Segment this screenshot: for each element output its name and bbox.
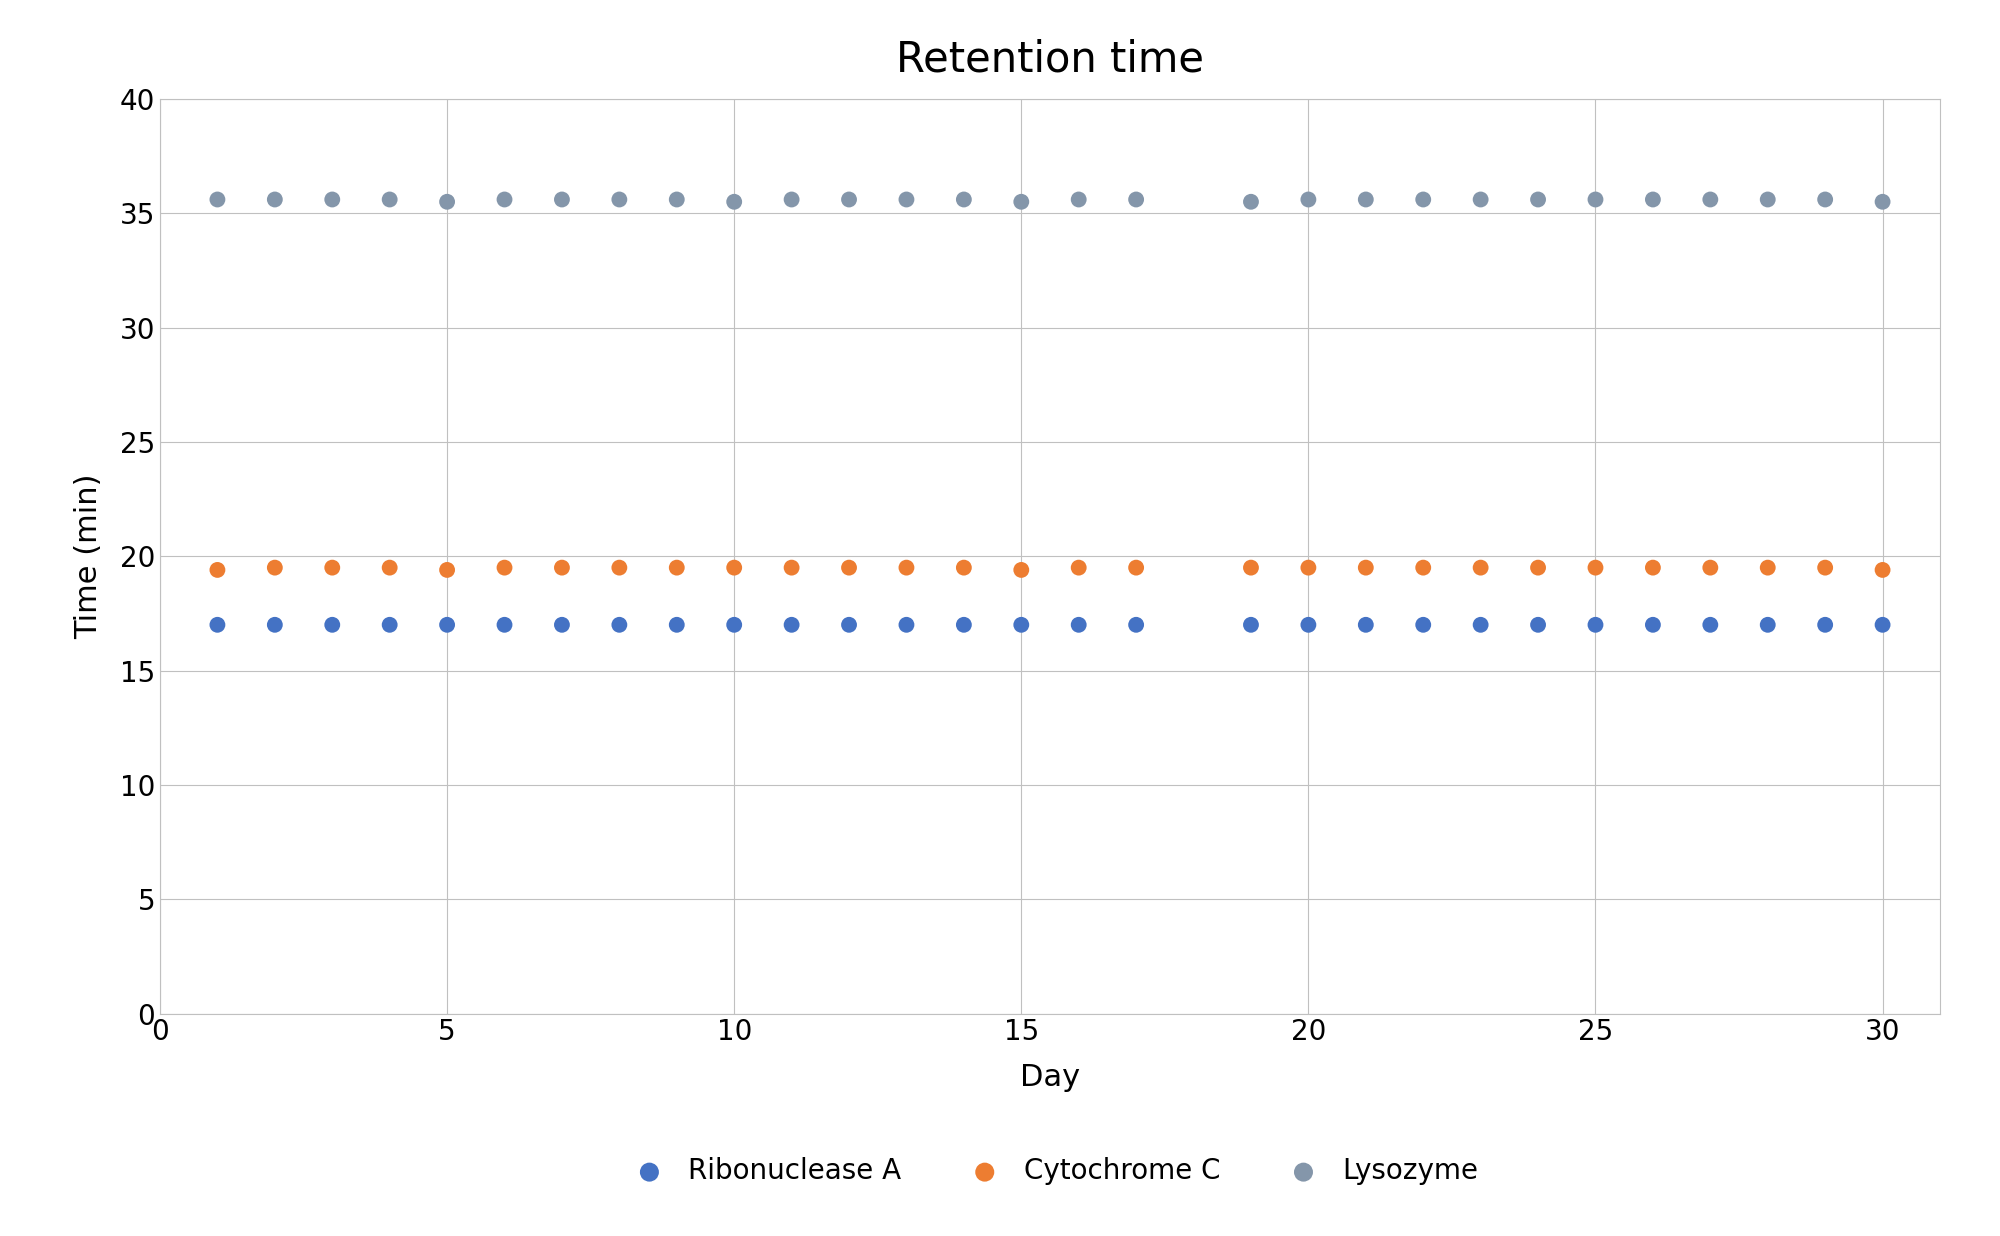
Ribonuclease A <box>660 614 692 634</box>
Cytochrome C <box>776 557 808 577</box>
Cytochrome C <box>604 557 636 577</box>
Ribonuclease A <box>604 614 636 634</box>
Cytochrome C <box>1522 557 1554 577</box>
Ribonuclease A <box>1350 614 1382 634</box>
Ribonuclease A <box>1464 614 1496 634</box>
Legend: Ribonuclease A, Cytochrome C, Lysozyme: Ribonuclease A, Cytochrome C, Lysozyme <box>610 1146 1490 1196</box>
Y-axis label: Time (min): Time (min) <box>74 473 102 639</box>
Cytochrome C <box>1408 557 1440 577</box>
Cytochrome C <box>1636 557 1668 577</box>
Lysozyme <box>834 189 866 209</box>
Lysozyme <box>1062 189 1094 209</box>
Cytochrome C <box>1006 560 1038 580</box>
Ribonuclease A <box>718 614 750 634</box>
Cytochrome C <box>1062 557 1094 577</box>
Lysozyme <box>258 189 290 209</box>
Cytochrome C <box>1234 557 1266 577</box>
Ribonuclease A <box>258 614 290 634</box>
Cytochrome C <box>948 557 980 577</box>
Ribonuclease A <box>1752 614 1784 634</box>
Cytochrome C <box>660 557 692 577</box>
Lysozyme <box>776 189 808 209</box>
Ribonuclease A <box>1866 614 1898 634</box>
Lysozyme <box>1522 189 1554 209</box>
Ribonuclease A <box>890 614 922 634</box>
Lysozyme <box>1408 189 1440 209</box>
Ribonuclease A <box>834 614 866 634</box>
Ribonuclease A <box>374 614 406 634</box>
Lysozyme <box>1234 192 1266 211</box>
Title: Retention time: Retention time <box>896 38 1204 80</box>
Lysozyme <box>316 189 348 209</box>
Lysozyme <box>604 189 636 209</box>
X-axis label: Day: Day <box>1020 1063 1080 1093</box>
Ribonuclease A <box>432 614 464 634</box>
Lysozyme <box>374 189 406 209</box>
Cytochrome C <box>1292 557 1324 577</box>
Cytochrome C <box>890 557 922 577</box>
Ribonuclease A <box>948 614 980 634</box>
Ribonuclease A <box>1408 614 1440 634</box>
Lysozyme <box>1464 189 1496 209</box>
Cytochrome C <box>1810 557 1842 577</box>
Ribonuclease A <box>1694 614 1726 634</box>
Lysozyme <box>202 189 234 209</box>
Lysozyme <box>1580 189 1612 209</box>
Ribonuclease A <box>546 614 578 634</box>
Ribonuclease A <box>1636 614 1668 634</box>
Cytochrome C <box>718 557 750 577</box>
Lysozyme <box>546 189 578 209</box>
Cytochrome C <box>258 557 290 577</box>
Lysozyme <box>1350 189 1382 209</box>
Lysozyme <box>660 189 692 209</box>
Ribonuclease A <box>1120 614 1152 634</box>
Cytochrome C <box>202 560 234 580</box>
Cytochrome C <box>374 557 406 577</box>
Ribonuclease A <box>316 614 348 634</box>
Lysozyme <box>718 192 750 211</box>
Lysozyme <box>1292 189 1324 209</box>
Ribonuclease A <box>1810 614 1842 634</box>
Lysozyme <box>1866 192 1898 211</box>
Ribonuclease A <box>1580 614 1612 634</box>
Ribonuclease A <box>776 614 808 634</box>
Lysozyme <box>1694 189 1726 209</box>
Cytochrome C <box>1350 557 1382 577</box>
Lysozyme <box>1752 189 1784 209</box>
Ribonuclease A <box>488 614 520 634</box>
Lysozyme <box>948 189 980 209</box>
Cytochrome C <box>488 557 520 577</box>
Cytochrome C <box>1752 557 1784 577</box>
Lysozyme <box>1636 189 1668 209</box>
Cytochrome C <box>1580 557 1612 577</box>
Lysozyme <box>488 189 520 209</box>
Cytochrome C <box>316 557 348 577</box>
Lysozyme <box>1006 192 1038 211</box>
Ribonuclease A <box>202 614 234 634</box>
Lysozyme <box>890 189 922 209</box>
Cytochrome C <box>1694 557 1726 577</box>
Cytochrome C <box>546 557 578 577</box>
Lysozyme <box>1120 189 1152 209</box>
Cytochrome C <box>1120 557 1152 577</box>
Ribonuclease A <box>1234 614 1266 634</box>
Cytochrome C <box>834 557 866 577</box>
Cytochrome C <box>1464 557 1496 577</box>
Ribonuclease A <box>1292 614 1324 634</box>
Ribonuclease A <box>1522 614 1554 634</box>
Cytochrome C <box>432 560 464 580</box>
Lysozyme <box>1810 189 1842 209</box>
Lysozyme <box>432 192 464 211</box>
Ribonuclease A <box>1006 614 1038 634</box>
Ribonuclease A <box>1062 614 1094 634</box>
Cytochrome C <box>1866 560 1898 580</box>
